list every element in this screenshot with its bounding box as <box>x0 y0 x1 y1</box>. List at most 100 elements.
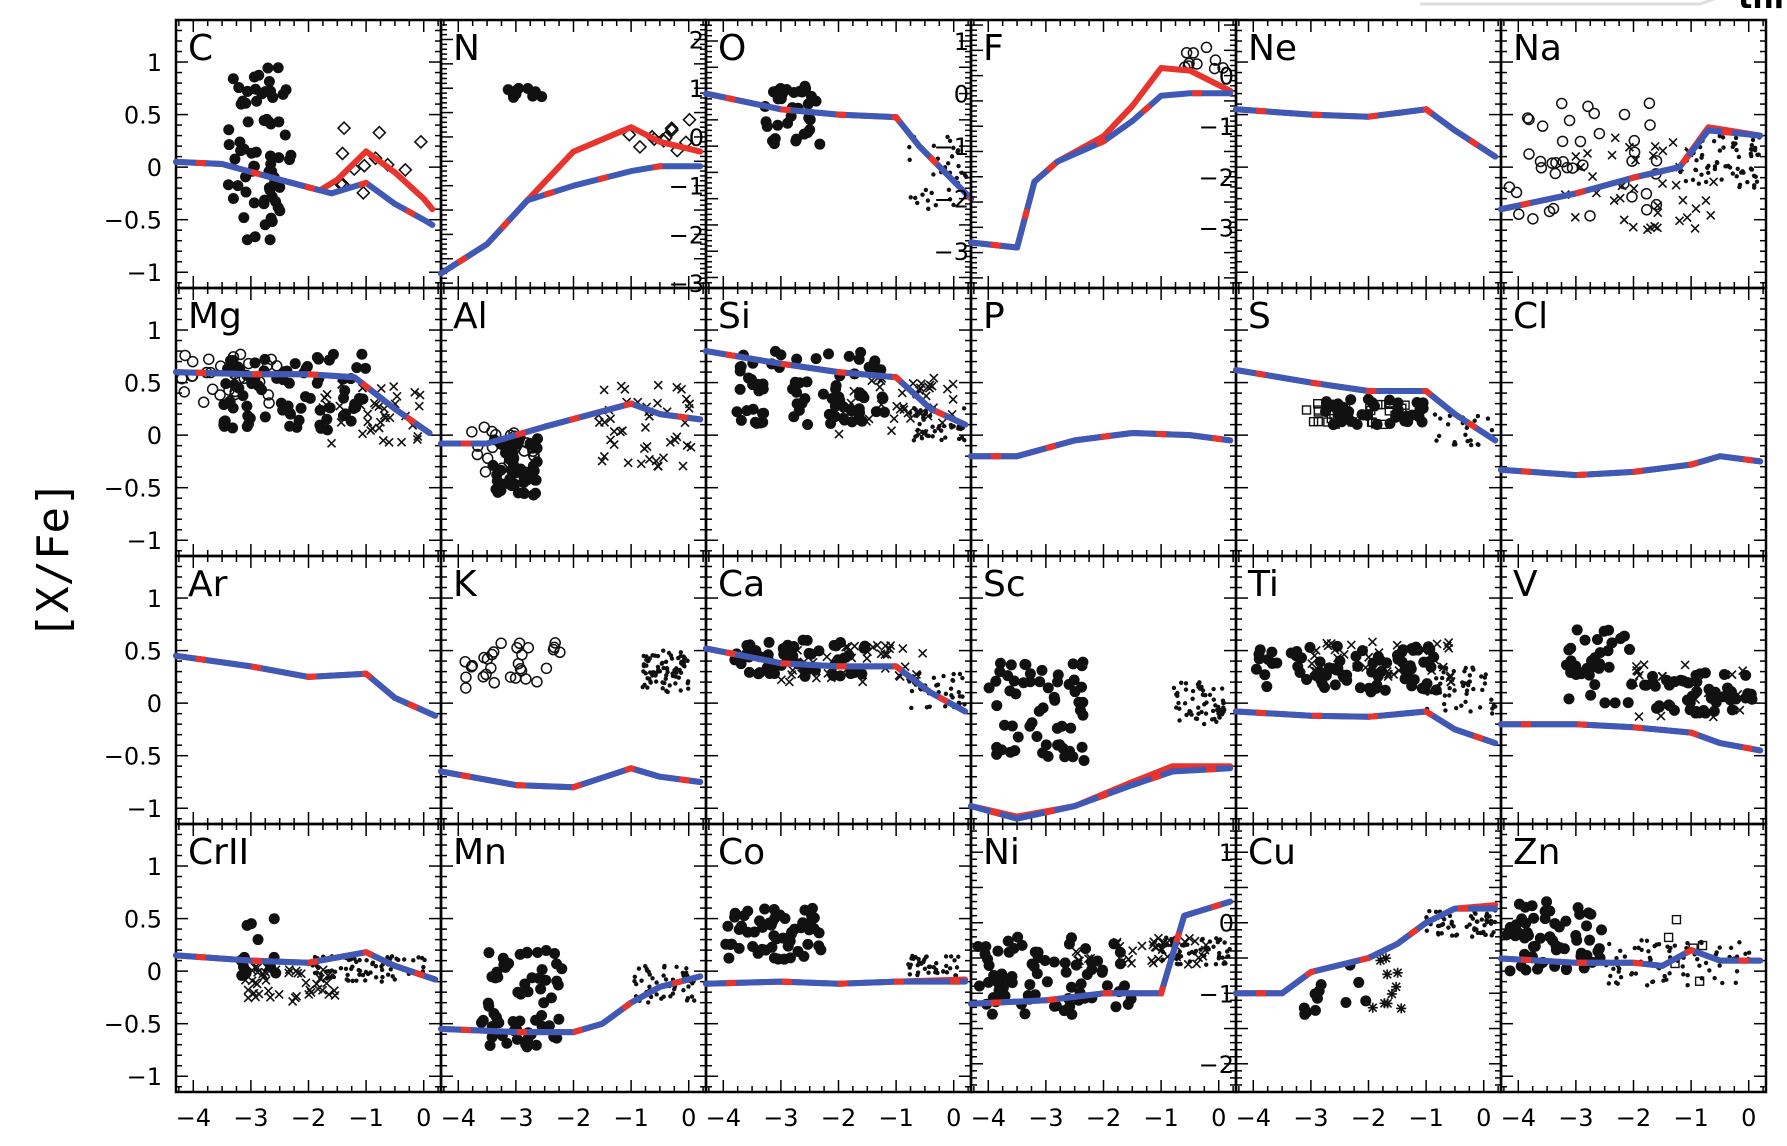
data-point <box>986 1008 998 1020</box>
x-tick-label: −1 <box>878 1104 913 1132</box>
data-point <box>1535 162 1548 174</box>
x-tick-label: −3 <box>498 1104 533 1132</box>
data-point <box>947 138 953 144</box>
x-tick-label: −1 <box>348 1104 383 1132</box>
x-tick-label: −2 <box>291 1104 326 1132</box>
data-point <box>1558 943 1570 955</box>
data-point <box>909 956 914 961</box>
data-point <box>733 942 745 954</box>
data-point <box>1727 670 1737 680</box>
data-point <box>606 414 616 424</box>
data-point <box>242 116 254 128</box>
data-point <box>1630 155 1641 165</box>
data-point <box>664 121 679 136</box>
data-point <box>1748 146 1754 152</box>
data-point <box>918 648 928 658</box>
panel-ni: Ni 1 0 −1 −2 <box>968 822 1238 1094</box>
data-point <box>1746 950 1752 955</box>
data-point <box>218 420 230 432</box>
data-point <box>794 85 806 97</box>
model-curve-blue <box>1498 453 1764 479</box>
data-point <box>369 398 379 408</box>
data-point <box>665 437 675 447</box>
data-point <box>686 984 691 989</box>
data-point <box>223 397 235 409</box>
data-point <box>229 153 241 165</box>
data-point <box>1521 112 1534 124</box>
data-point <box>357 393 369 405</box>
data-point <box>956 163 961 169</box>
data-point <box>389 381 399 392</box>
data-point <box>913 195 918 201</box>
data-point <box>265 992 275 1002</box>
data-point <box>296 969 306 979</box>
data-point <box>922 966 928 972</box>
data-point <box>948 686 954 691</box>
data-point <box>1483 932 1488 938</box>
data-point <box>274 181 286 193</box>
data-point <box>990 675 1002 687</box>
data-point <box>952 958 957 963</box>
data-point <box>1004 685 1016 697</box>
data-point <box>907 144 912 150</box>
data-point <box>1579 634 1591 646</box>
data-point <box>1717 133 1722 139</box>
data-point <box>664 123 680 138</box>
data-point <box>322 978 332 988</box>
data-point <box>1322 638 1332 648</box>
data-point <box>802 419 814 431</box>
data-point <box>1192 959 1202 969</box>
data-point <box>1454 932 1460 937</box>
data-point <box>1451 924 1456 929</box>
data-point <box>678 670 684 675</box>
data-point <box>749 416 761 428</box>
data-point <box>1740 669 1752 681</box>
data-point <box>684 998 690 1003</box>
data-point <box>477 1014 489 1026</box>
data-point <box>1080 943 1092 955</box>
data-point <box>929 373 939 383</box>
data-point <box>829 411 841 423</box>
data-point <box>946 187 952 193</box>
data-point <box>1441 917 1447 922</box>
data-point <box>858 677 868 687</box>
data-point <box>263 75 275 87</box>
data-point <box>478 421 491 433</box>
data-point <box>1390 411 1402 423</box>
data-point <box>311 351 323 363</box>
data-point <box>1534 155 1547 168</box>
data-point <box>259 411 271 423</box>
data-point <box>660 686 665 691</box>
data-point <box>632 978 637 984</box>
data-point <box>1382 969 1393 980</box>
data-point <box>1048 956 1060 968</box>
data-point <box>1219 686 1225 691</box>
data-point <box>1250 663 1262 675</box>
data-point <box>1534 932 1546 944</box>
panel-o: O 1 0 −1 −2 −3 <box>703 18 974 290</box>
data-point <box>948 379 958 389</box>
data-point <box>1733 980 1739 986</box>
model-curve-blue-dashes <box>705 978 966 987</box>
data-point <box>1464 688 1470 693</box>
model-curve-blue <box>1233 106 1499 160</box>
data-point <box>1629 972 1634 977</box>
y-tick-label-right: −3 <box>934 238 969 266</box>
data-point <box>1126 958 1137 968</box>
data-point <box>880 641 891 651</box>
data-point <box>1485 416 1491 421</box>
data-point <box>324 976 330 981</box>
data-point <box>1701 195 1711 206</box>
data-point <box>1371 679 1383 691</box>
data-point <box>1449 919 1455 925</box>
data-point <box>817 388 829 400</box>
data-point <box>916 379 926 389</box>
data-point <box>1582 100 1594 113</box>
data-point <box>1741 170 1746 175</box>
panel-label: P <box>983 296 1005 337</box>
data-point <box>1271 657 1283 669</box>
data-point <box>1439 675 1445 681</box>
panel-sc: Sc <box>968 554 1238 826</box>
data-point <box>681 394 691 404</box>
data-point <box>1345 415 1357 427</box>
